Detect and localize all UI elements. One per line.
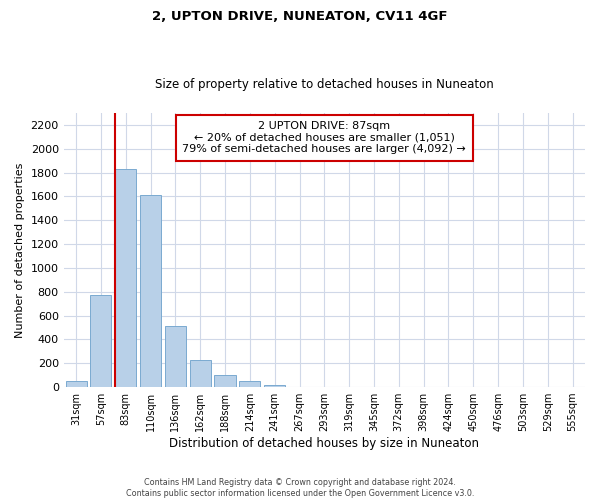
Bar (65, 381, 86, 387)
Bar (115, 169, 136, 387)
Y-axis label: Number of detached properties: Number of detached properties (15, 162, 25, 338)
Text: 2, UPTON DRIVE, NUNEATON, CV11 4GF: 2, UPTON DRIVE, NUNEATON, CV11 4GF (152, 10, 448, 23)
Title: Size of property relative to detached houses in Nuneaton: Size of property relative to detached ho… (155, 78, 494, 91)
Bar (264, 384, 285, 387)
Bar (91, 294, 112, 387)
Bar (239, 380, 260, 387)
Bar (165, 326, 186, 387)
Text: Contains HM Land Registry data © Crown copyright and database right 2024.
Contai: Contains HM Land Registry data © Crown c… (126, 478, 474, 498)
Text: 2 UPTON DRIVE: 87sqm
← 20% of detached houses are smaller (1,051)
79% of semi-de: 2 UPTON DRIVE: 87sqm ← 20% of detached h… (182, 121, 466, 154)
Bar (214, 374, 236, 387)
X-axis label: Distribution of detached houses by size in Nuneaton: Distribution of detached houses by size … (169, 437, 479, 450)
Bar (190, 360, 211, 387)
Bar (140, 195, 161, 387)
